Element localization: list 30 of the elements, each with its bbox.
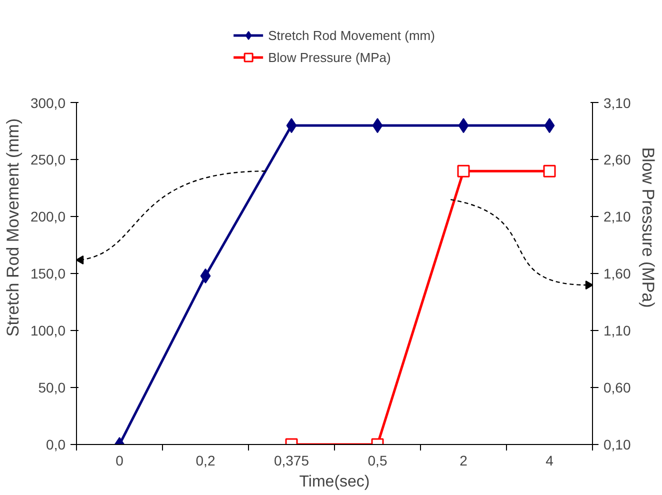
y-axis-title: Stretch Rod Movement (mm) xyxy=(3,118,22,337)
x-tick-label: 0,375 xyxy=(274,452,310,468)
y-tick-label: 100,0 xyxy=(30,322,66,339)
y2-tick-label: 1,60 xyxy=(604,266,631,282)
x-tick-label: 0,2 xyxy=(196,452,216,468)
x-tick-label: 2 xyxy=(460,452,468,468)
point xyxy=(286,118,297,134)
point xyxy=(544,118,555,134)
x-tick-label: 4 xyxy=(546,452,554,468)
y2-axis-title: Blow Pressure (MPa) xyxy=(638,147,658,308)
y-tick-label: 200,0 xyxy=(30,208,66,225)
point xyxy=(372,118,383,134)
y-tick-label: 250,0 xyxy=(30,152,66,168)
y-tick-label: 50,0 xyxy=(38,380,66,396)
y-tick-label: 150,0 xyxy=(30,266,66,282)
y2-tick-label: 2,10 xyxy=(604,208,631,225)
x-axis-title: Time(sec) xyxy=(299,474,370,490)
point xyxy=(458,118,469,134)
point xyxy=(200,268,211,284)
y-tick-label: 300,0 xyxy=(30,94,66,111)
legend-label: Stretch Rod Movement (mm) xyxy=(268,28,435,42)
y2-tick-label: 0,10 xyxy=(604,436,631,452)
y2-tick-label: 1,10 xyxy=(604,322,631,339)
y2-tick-label: 2,60 xyxy=(604,152,631,168)
legend-label: Blow Pressure (MPa) xyxy=(268,50,391,64)
x-tick-label: 0 xyxy=(116,452,124,468)
y-tick-label: 0,0 xyxy=(46,436,66,452)
y2-tick-label: 3,10 xyxy=(604,94,631,111)
x-tick-label: 0,5 xyxy=(368,452,388,468)
y2-tick-label: 0,60 xyxy=(604,380,631,396)
